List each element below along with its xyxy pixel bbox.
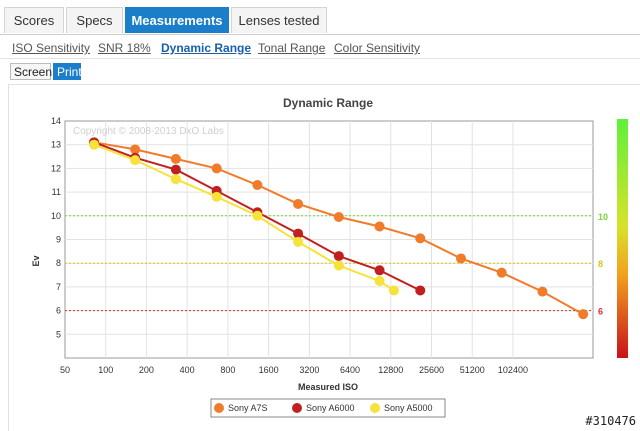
data-point [130, 144, 141, 155]
x-tick-label: 12800 [378, 365, 403, 375]
legend-marker [370, 403, 380, 413]
y-tick-label: 9 [56, 235, 61, 245]
x-tick-label: 25600 [419, 365, 444, 375]
reference-line-label: 8 [598, 259, 603, 269]
x-tick-label: 51200 [460, 365, 485, 375]
data-point [293, 228, 304, 239]
data-point [388, 285, 399, 296]
x-axis-label: Measured ISO [298, 382, 358, 392]
legend-label: Sony A5000 [384, 403, 433, 413]
data-point [211, 191, 222, 202]
y-tick-label: 6 [56, 306, 61, 316]
data-point [537, 286, 548, 297]
link-color-sensitivity[interactable]: Color Sensitivity [334, 41, 421, 55]
data-point [252, 179, 263, 190]
data-point [374, 275, 385, 286]
data-point [293, 198, 304, 209]
y-axis-label: Ev [31, 255, 41, 266]
data-point [293, 236, 304, 247]
chart-title: Dynamic Range [283, 96, 373, 110]
data-point [415, 233, 426, 244]
x-tick-label: 6400 [340, 365, 360, 375]
data-point [170, 153, 181, 164]
data-point [252, 210, 263, 221]
screen-view-button[interactable]: Screen [10, 63, 52, 80]
x-tick-label: 102400 [498, 365, 528, 375]
link-tonal-range[interactable]: Tonal Range [258, 41, 326, 55]
y-tick-label: 14 [51, 116, 61, 126]
chart-panel: Dynamic Range 10 8 6 Copyright © 2008-2013 D… [8, 84, 640, 431]
y-tick-label: 11 [52, 187, 61, 197]
legend-label: Sony A7S [228, 403, 268, 413]
data-point [374, 265, 385, 276]
x-tick-label: 100 [98, 365, 113, 375]
reference-line-label: 6 [598, 307, 603, 317]
y-tick-label: 8 [56, 258, 61, 268]
measurement-subnav: ISO Sensitivity SNR 18% Dynamic Range To… [0, 34, 640, 59]
data-point [374, 221, 385, 232]
legend-marker [214, 403, 224, 413]
y-tick-label: 10 [51, 211, 61, 221]
legend-marker [292, 403, 302, 413]
legend-label: Sony A6000 [306, 403, 355, 413]
data-point [130, 155, 141, 166]
tab-scores[interactable]: Scores [4, 7, 64, 33]
x-tick-label: 1600 [259, 365, 279, 375]
x-tick-label: 200 [139, 365, 154, 375]
data-point [89, 139, 100, 150]
legend-box [210, 398, 446, 418]
y-tick-label: 12 [51, 163, 61, 173]
data-point [415, 285, 426, 296]
color-scale-bar [617, 119, 628, 358]
reference-line-label: 10 [598, 212, 608, 222]
data-point [170, 174, 181, 185]
data-point [333, 251, 344, 262]
data-point [170, 164, 181, 175]
data-point [333, 211, 344, 222]
data-point [455, 253, 466, 264]
data-point [496, 267, 507, 278]
link-iso-sensitivity[interactable]: ISO Sensitivity [12, 41, 91, 55]
tab-specs[interactable]: Specs [66, 7, 123, 33]
data-point [578, 309, 589, 320]
data-point [211, 163, 222, 174]
tab-bar: Scores Specs Measurements Lenses tested [0, 0, 640, 35]
screenshot-id: #310476 [585, 414, 636, 428]
link-snr-18[interactable]: SNR 18% [98, 41, 151, 55]
tab-measurements[interactable]: Measurements [125, 7, 229, 33]
tab-lenses-tested[interactable]: Lenses tested [231, 7, 327, 33]
y-tick-label: 7 [56, 282, 61, 292]
link-dynamic-range[interactable]: Dynamic Range [161, 41, 252, 55]
x-tick-label: 50 [60, 365, 70, 375]
x-tick-label: 800 [220, 365, 235, 375]
watermark-text: Copyright © 2008-2013 DxO Labs [73, 126, 224, 137]
data-point [333, 260, 344, 271]
x-tick-label: 400 [180, 365, 195, 375]
y-tick-label: 5 [56, 329, 61, 339]
y-tick-label: 13 [51, 140, 61, 150]
x-tick-label: 3200 [299, 365, 319, 375]
dynamic-range-chart: Dynamic Range 10 8 6 Copyright © 2008-2013 D… [31, 96, 628, 418]
print-view-button[interactable]: Print [53, 63, 82, 80]
